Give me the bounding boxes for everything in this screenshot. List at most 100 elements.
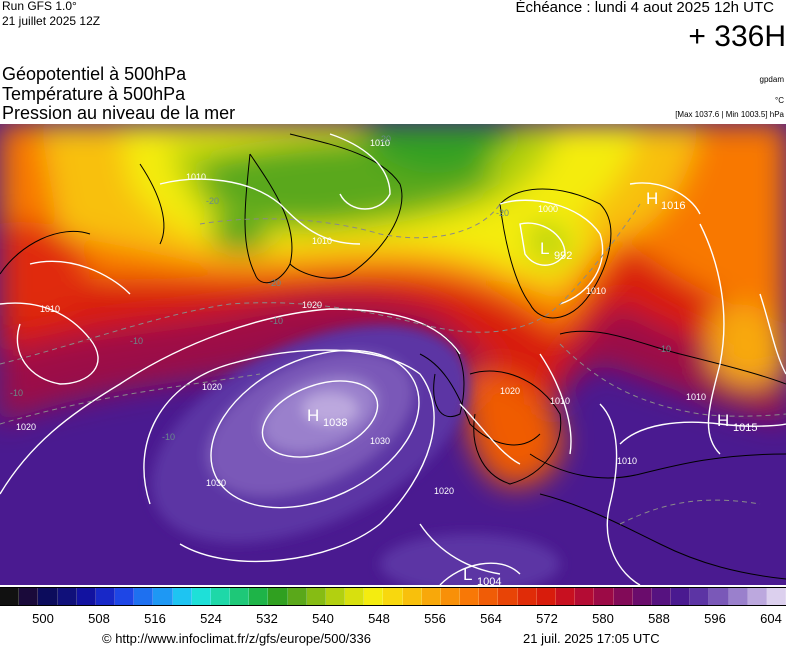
isotherm-labels: -20 -20 -20 -20 -10 -10 -10 -10 -10: [10, 134, 671, 442]
field-title-geopotential: Géopotentiel à 500hPa: [2, 64, 187, 84]
isotherm-label: -10: [658, 344, 671, 354]
color-swatch: [345, 588, 365, 605]
isobar-label: 1010: [586, 286, 606, 296]
isobar-label: 1030: [206, 478, 226, 488]
render-timestamp: 21 juil. 2025 17:05 UTC: [523, 631, 660, 646]
coastlines: [0, 133, 786, 580]
color-swatch: [536, 588, 556, 605]
color-swatch: [728, 588, 748, 605]
color-swatch: [671, 588, 691, 605]
scale-tick-label: 524: [200, 611, 222, 626]
isotherm-label: -20: [206, 196, 219, 206]
high-center-marker: H: [717, 411, 729, 430]
color-swatch: [747, 588, 767, 605]
isobar-label: 1010: [686, 392, 706, 402]
isotherm-label: -10: [162, 432, 175, 442]
scale-tick-label: 572: [536, 611, 558, 626]
lead-time: + 336H: [688, 20, 786, 53]
color-swatch: [594, 588, 614, 605]
run-date: 21 juillet 2025 12Z: [2, 14, 101, 28]
isobar-labels: 1010 1010 1010 1010 1020 1020 1020 1020 …: [16, 138, 706, 496]
color-swatch: [690, 588, 710, 605]
color-swatch: [249, 588, 269, 605]
isotherm-label: -10: [270, 316, 283, 326]
color-swatch: [421, 588, 441, 605]
temperature-field: [0, 124, 786, 486]
isobar-label: 1010: [370, 138, 390, 148]
isotherm-label: -10: [130, 336, 143, 346]
isobar-label: 1010: [40, 304, 60, 314]
color-swatch: [575, 588, 595, 605]
isobar-label: 1010: [617, 456, 637, 466]
color-swatch: [57, 588, 77, 605]
isobar-label: 1010: [312, 236, 332, 246]
color-swatch: [0, 588, 20, 605]
color-scale-bar: [0, 587, 786, 606]
copyright-url[interactable]: © http://www.infoclimat.fr/z/gfs/europe/…: [102, 631, 371, 646]
low-center-value: 1004: [477, 576, 501, 585]
color-swatch: [230, 588, 250, 605]
color-swatch: [76, 588, 96, 605]
scale-tick-label: 516: [144, 611, 166, 626]
color-swatch: [766, 588, 786, 605]
isobar-label: 1010: [550, 396, 570, 406]
pressure-range: [Max 1037.6 | Min 1003.5] hPa: [675, 110, 784, 119]
isobars: [0, 133, 786, 585]
high-center-marker: H: [646, 189, 658, 208]
isobar-label: 1020: [434, 486, 454, 496]
scale-tick-label: 580: [592, 611, 614, 626]
color-swatch: [651, 588, 672, 605]
low-center-marker: L: [463, 565, 472, 584]
high-center-value: 1015: [733, 422, 757, 434]
color-swatch: [134, 588, 154, 605]
color-swatch: [95, 588, 116, 605]
color-swatch: [287, 588, 307, 605]
color-swatch: [268, 588, 288, 605]
field-title-temperature: Température à 500hPa: [2, 84, 186, 104]
isotherms: [0, 203, 786, 525]
low-center-marker: L: [540, 239, 549, 258]
forecast-valid-time: Échéance : lundi 4 aout 2025 12h UTC: [515, 0, 774, 16]
unit-geopotential: gpdam: [759, 75, 784, 84]
high-center-value: 1016: [661, 200, 685, 212]
isotherm-label: -20: [268, 278, 281, 288]
low-center-value: 992: [554, 250, 572, 262]
isobar-label: 1020: [16, 422, 36, 432]
color-swatch: [210, 588, 231, 605]
color-swatch: [38, 588, 58, 605]
isotherm-label: -20: [378, 134, 391, 144]
scale-tick-label: 596: [704, 611, 726, 626]
field-title-pressure: Pression au niveau de la mer: [2, 103, 236, 123]
run-label: Run GFS 1.0°: [2, 0, 77, 13]
isotherm-label: -20: [496, 208, 509, 218]
scale-tick-label: 564: [480, 611, 502, 626]
color-swatch: [460, 588, 480, 605]
isobar-label: 1020: [500, 386, 520, 396]
scale-tick-label: 500: [32, 611, 54, 626]
isobar-label: 1010: [186, 172, 206, 182]
weather-map[interactable]: H 1038 H 1016 H 1015 L 992 L 1004 1010 1…: [0, 124, 786, 585]
isotherm-label: -10: [10, 388, 23, 398]
scale-tick-label: 540: [312, 611, 334, 626]
color-swatch: [555, 588, 576, 605]
scale-tick-label: 548: [368, 611, 390, 626]
color-swatch: [153, 588, 173, 605]
color-swatch: [172, 588, 192, 605]
scale-tick-label: 508: [88, 611, 110, 626]
color-swatch: [383, 588, 403, 605]
color-swatch: [613, 588, 633, 605]
scale-tick-label: 588: [648, 611, 670, 626]
color-swatch: [115, 588, 135, 605]
weather-map-canvas: H 1038 H 1016 H 1015 L 992 L 1004 1010 1…: [0, 124, 786, 585]
color-swatch: [709, 588, 729, 605]
color-swatch: [517, 588, 537, 605]
isobar-label: 1020: [202, 382, 222, 392]
scale-tick-label: 556: [424, 611, 446, 626]
color-swatch: [19, 588, 39, 605]
color-swatch: [306, 588, 326, 605]
color-swatch: [479, 588, 499, 605]
color-swatch: [364, 588, 384, 605]
unit-temperature: °C: [775, 96, 784, 105]
isobar-label: 1020: [302, 300, 322, 310]
high-center-value: 1038: [323, 417, 347, 429]
